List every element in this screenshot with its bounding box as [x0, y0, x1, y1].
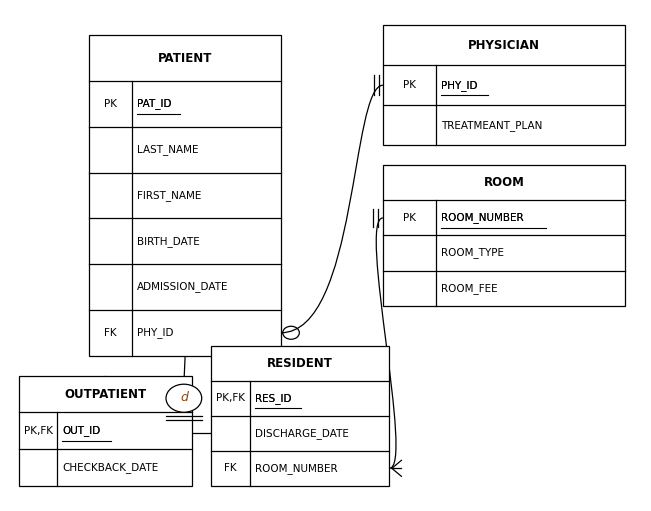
Bar — [20, 376, 191, 486]
Text: PAT_ID: PAT_ID — [137, 99, 171, 109]
Text: ROOM_NUMBER: ROOM_NUMBER — [255, 463, 338, 474]
Bar — [383, 166, 626, 306]
Text: OUT_ID: OUT_ID — [62, 425, 100, 436]
Circle shape — [166, 384, 202, 412]
Text: PK: PK — [403, 213, 416, 223]
Text: FIRST_NAME: FIRST_NAME — [137, 190, 201, 201]
Text: ROOM_NUMBER: ROOM_NUMBER — [441, 213, 524, 223]
Text: PHYSICIAN: PHYSICIAN — [468, 39, 540, 52]
Text: PAT_ID: PAT_ID — [137, 99, 171, 109]
Text: PHY_ID: PHY_ID — [137, 328, 173, 338]
Text: LAST_NAME: LAST_NAME — [137, 144, 198, 155]
Text: d: d — [180, 391, 187, 404]
Text: PK,FK: PK,FK — [23, 426, 53, 436]
Text: PK: PK — [104, 99, 117, 109]
Text: OUT_ID: OUT_ID — [62, 425, 100, 436]
Text: FK: FK — [104, 328, 117, 338]
Text: FK: FK — [224, 463, 236, 473]
Text: ADMISSION_DATE: ADMISSION_DATE — [137, 282, 228, 292]
Text: ROOM_TYPE: ROOM_TYPE — [441, 247, 505, 259]
Text: TREATMEANT_PLAN: TREATMEANT_PLAN — [441, 120, 543, 131]
Text: BIRTH_DATE: BIRTH_DATE — [137, 236, 199, 247]
Bar — [383, 25, 626, 145]
Text: RES_ID: RES_ID — [255, 393, 292, 404]
Text: ROOM_NUMBER: ROOM_NUMBER — [441, 213, 524, 223]
Text: OUTPATIENT: OUTPATIENT — [64, 387, 146, 401]
Text: PK,FK: PK,FK — [216, 393, 245, 403]
Bar — [211, 345, 389, 486]
Text: PHY_ID: PHY_ID — [441, 80, 478, 90]
Text: PHY_ID: PHY_ID — [441, 80, 478, 90]
Text: ROOM_FEE: ROOM_FEE — [441, 283, 498, 293]
Text: ROOM: ROOM — [484, 176, 525, 190]
Text: DISCHARGE_DATE: DISCHARGE_DATE — [255, 428, 349, 439]
Text: PK: PK — [403, 80, 416, 90]
Text: RESIDENT: RESIDENT — [267, 357, 333, 369]
Text: PATIENT: PATIENT — [158, 52, 212, 64]
Text: CHECKBACK_DATE: CHECKBACK_DATE — [62, 462, 159, 473]
Bar — [89, 35, 281, 356]
Text: RES_ID: RES_ID — [255, 393, 292, 404]
